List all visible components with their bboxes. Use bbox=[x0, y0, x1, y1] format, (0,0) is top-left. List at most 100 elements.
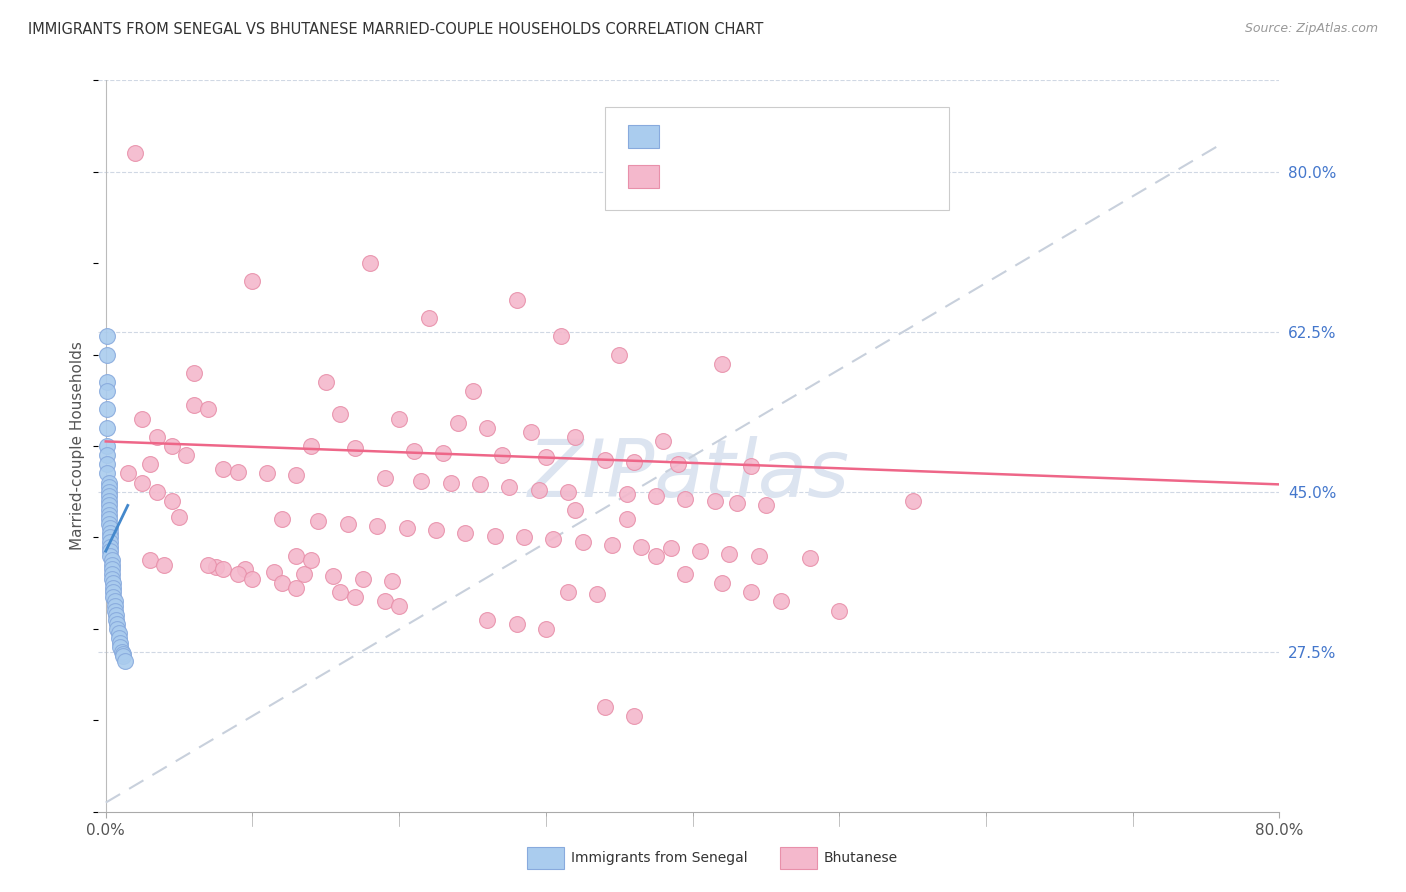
Text: IMMIGRANTS FROM SENEGAL VS BHUTANESE MARRIED-COUPLE HOUSEHOLDS CORRELATION CHART: IMMIGRANTS FROM SENEGAL VS BHUTANESE MAR… bbox=[28, 22, 763, 37]
Point bbox=[359, 256, 381, 270]
Point bbox=[388, 599, 411, 613]
Point bbox=[97, 512, 120, 526]
Point bbox=[454, 525, 477, 540]
Point bbox=[344, 590, 367, 604]
Point bbox=[183, 366, 205, 380]
Point bbox=[98, 540, 121, 554]
Point bbox=[285, 549, 308, 563]
Point bbox=[107, 622, 129, 636]
Text: Source: ZipAtlas.com: Source: ZipAtlas.com bbox=[1244, 22, 1378, 36]
Point bbox=[160, 439, 183, 453]
Point bbox=[176, 448, 198, 462]
Point bbox=[167, 510, 190, 524]
Point bbox=[101, 590, 124, 604]
Point bbox=[666, 457, 689, 471]
Point bbox=[101, 581, 124, 595]
Point bbox=[96, 375, 118, 389]
Point bbox=[110, 635, 132, 649]
Point bbox=[183, 398, 205, 412]
Point bbox=[710, 576, 733, 591]
Point bbox=[593, 452, 616, 467]
Point bbox=[98, 535, 121, 549]
Point bbox=[101, 576, 124, 591]
Point bbox=[256, 467, 278, 481]
Point bbox=[564, 503, 586, 517]
Point bbox=[108, 626, 131, 640]
Point bbox=[97, 508, 120, 522]
Point bbox=[366, 519, 388, 533]
Point bbox=[329, 407, 352, 421]
Point bbox=[96, 402, 118, 417]
Point bbox=[322, 569, 344, 583]
Point bbox=[131, 411, 153, 425]
Point bbox=[112, 649, 135, 664]
Point bbox=[673, 491, 696, 506]
Point bbox=[160, 494, 183, 508]
Point bbox=[204, 559, 226, 574]
Point bbox=[96, 467, 118, 481]
Point bbox=[226, 567, 249, 582]
Point bbox=[146, 484, 169, 499]
Point bbox=[117, 467, 139, 481]
Point bbox=[96, 457, 118, 471]
Point bbox=[112, 648, 135, 662]
Point bbox=[97, 503, 120, 517]
Point bbox=[520, 425, 543, 440]
Point bbox=[373, 594, 395, 608]
Point bbox=[299, 553, 322, 567]
Point bbox=[901, 494, 924, 508]
Point bbox=[616, 512, 638, 526]
Point bbox=[98, 525, 121, 540]
Point bbox=[645, 549, 668, 563]
Text: 112: 112 bbox=[799, 169, 831, 184]
Point bbox=[114, 654, 136, 668]
Point bbox=[197, 402, 219, 417]
Text: N =: N = bbox=[763, 129, 797, 144]
Point bbox=[623, 455, 645, 469]
Point bbox=[477, 421, 499, 435]
Point bbox=[630, 540, 652, 554]
Point bbox=[105, 608, 128, 623]
Point bbox=[616, 486, 638, 500]
Point bbox=[828, 603, 851, 617]
Point bbox=[586, 587, 609, 601]
Point bbox=[484, 528, 506, 542]
Point bbox=[100, 562, 122, 576]
Point bbox=[541, 533, 564, 547]
Point bbox=[97, 489, 120, 503]
Point bbox=[97, 475, 120, 490]
Point bbox=[100, 558, 122, 572]
Point bbox=[623, 708, 645, 723]
Point bbox=[131, 475, 153, 490]
Point bbox=[491, 448, 513, 462]
Text: -0.103: -0.103 bbox=[703, 169, 758, 184]
Point bbox=[263, 565, 285, 579]
Point bbox=[285, 468, 308, 483]
Point bbox=[534, 622, 557, 636]
Point bbox=[498, 480, 520, 494]
Text: R =: R = bbox=[668, 169, 702, 184]
Point bbox=[139, 553, 162, 567]
Point bbox=[233, 562, 256, 576]
Text: N =: N = bbox=[763, 169, 797, 184]
Point bbox=[710, 357, 733, 371]
Point bbox=[425, 523, 447, 537]
Point bbox=[402, 443, 425, 458]
Point bbox=[718, 547, 741, 561]
Point bbox=[146, 430, 169, 444]
Point bbox=[124, 146, 146, 161]
Point bbox=[740, 585, 762, 599]
Point bbox=[571, 535, 593, 549]
Point bbox=[197, 558, 219, 572]
Point bbox=[96, 439, 118, 453]
Point bbox=[329, 585, 352, 599]
Point bbox=[505, 293, 527, 307]
Point bbox=[98, 521, 121, 535]
Point bbox=[557, 484, 579, 499]
Point bbox=[100, 567, 122, 582]
Text: Immigrants from Senegal: Immigrants from Senegal bbox=[571, 851, 748, 865]
Point bbox=[285, 581, 308, 595]
Point bbox=[97, 480, 120, 494]
Point bbox=[292, 567, 315, 582]
Point bbox=[103, 599, 125, 613]
